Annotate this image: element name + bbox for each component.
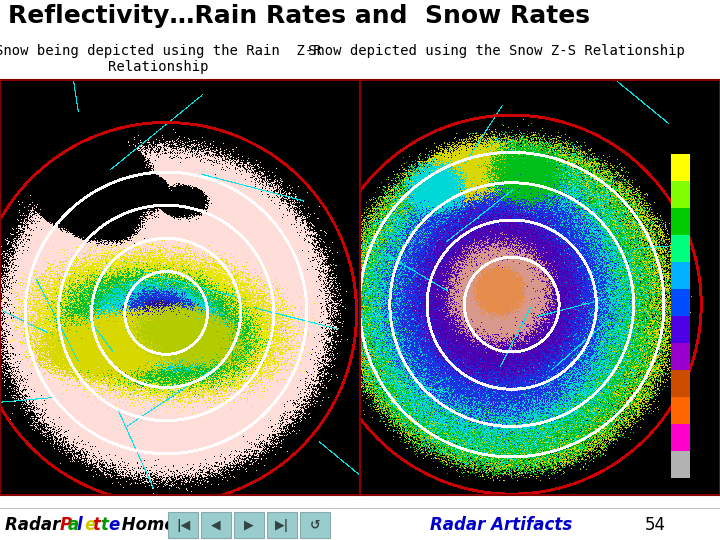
Text: ↺: ↺ <box>310 518 320 531</box>
Text: l: l <box>76 516 82 534</box>
Text: a: a <box>68 516 79 534</box>
Bar <box>0 80 360 495</box>
Text: e: e <box>108 516 120 534</box>
Text: |◀: |◀ <box>176 518 190 531</box>
Text: ▶|: ▶| <box>275 518 289 531</box>
Text: Snow being depicted using the Rain  Z-R
Relationship: Snow being depicted using the Rain Z-R R… <box>0 44 322 74</box>
Text: ▶: ▶ <box>244 518 254 531</box>
Text: t: t <box>92 516 100 534</box>
Text: Snow depicted using the Snow Z-S Relationship: Snow depicted using the Snow Z-S Relatio… <box>308 44 685 58</box>
Bar <box>360 80 720 495</box>
Text: Reflectivity…Rain Rates and  Snow Rates: Reflectivity…Rain Rates and Snow Rates <box>8 4 590 28</box>
Text: Radar: Radar <box>5 516 66 534</box>
FancyBboxPatch shape <box>267 512 297 538</box>
FancyBboxPatch shape <box>168 512 198 538</box>
FancyBboxPatch shape <box>201 512 231 538</box>
Text: t: t <box>100 516 108 534</box>
Text: P: P <box>60 516 72 534</box>
Text: Home: Home <box>116 516 176 534</box>
Text: 54: 54 <box>645 516 666 534</box>
Text: e: e <box>84 516 95 534</box>
Text: Radar Artifacts: Radar Artifacts <box>430 516 572 534</box>
FancyBboxPatch shape <box>300 512 330 538</box>
FancyBboxPatch shape <box>234 512 264 538</box>
Text: ◀: ◀ <box>211 518 221 531</box>
